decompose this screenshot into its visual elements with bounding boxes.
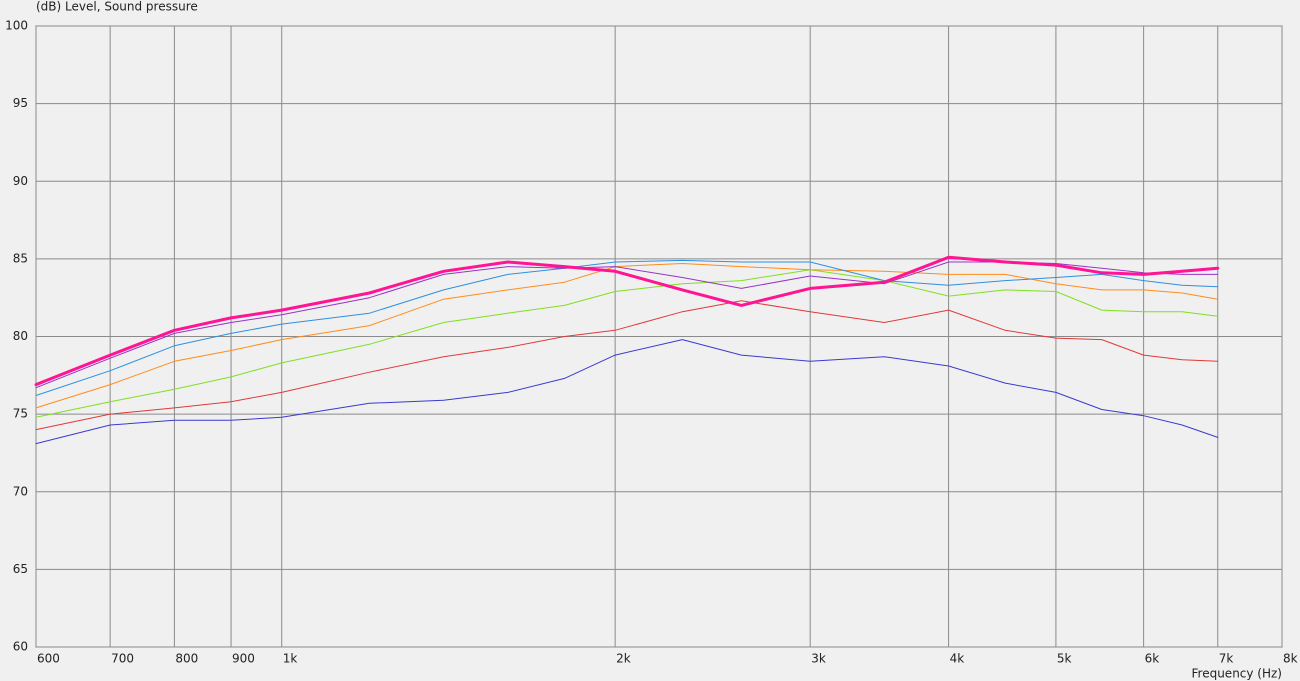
- series-line: [35, 263, 1219, 409]
- x-tick-label: 4k: [950, 652, 965, 666]
- y-tick-label: 90: [13, 174, 28, 188]
- series-line: [35, 339, 1219, 445]
- x-tick-label: 7k: [1219, 652, 1234, 666]
- x-tick-label: 6k: [1145, 652, 1160, 666]
- y-tick-label: 75: [13, 407, 28, 421]
- x-tick-label: 600: [37, 652, 60, 666]
- series-line: [34, 255, 1220, 387]
- lines: [34, 255, 1220, 445]
- x-tick-label: 700: [111, 652, 134, 666]
- y-tick-label: 95: [13, 96, 28, 110]
- x-tick-label: 900: [232, 652, 255, 666]
- x-tick-label: 5k: [1057, 652, 1072, 666]
- series-line: [35, 259, 1219, 396]
- y-tick-label: 100: [5, 19, 28, 33]
- x-tick-label: 2k: [616, 652, 631, 666]
- y-tick-label: 70: [13, 484, 28, 498]
- series-line: [35, 261, 1219, 389]
- y-tick-label: 65: [13, 562, 28, 576]
- x-tick-label: 3k: [811, 652, 826, 666]
- y-tick-label: 85: [13, 251, 28, 265]
- series-line: [35, 300, 1219, 431]
- grid: 60 65 70 75 80 85 90 95 100 600 700 800 900 1k 2k 3k 4k 5…: [5, 19, 1298, 666]
- y-axis-label: (dB) Level, Sound pressure: [36, 0, 198, 14]
- y-tick-label: 60: [13, 640, 28, 654]
- series-line: [35, 269, 1219, 418]
- x-tick-label: 1k: [283, 652, 298, 666]
- x-tick-label: 800: [175, 652, 198, 666]
- y-tick-label: 80: [13, 329, 28, 343]
- x-tick-label: 8k: [1283, 652, 1298, 666]
- x-axis-label: Frequency (Hz): [1192, 667, 1283, 681]
